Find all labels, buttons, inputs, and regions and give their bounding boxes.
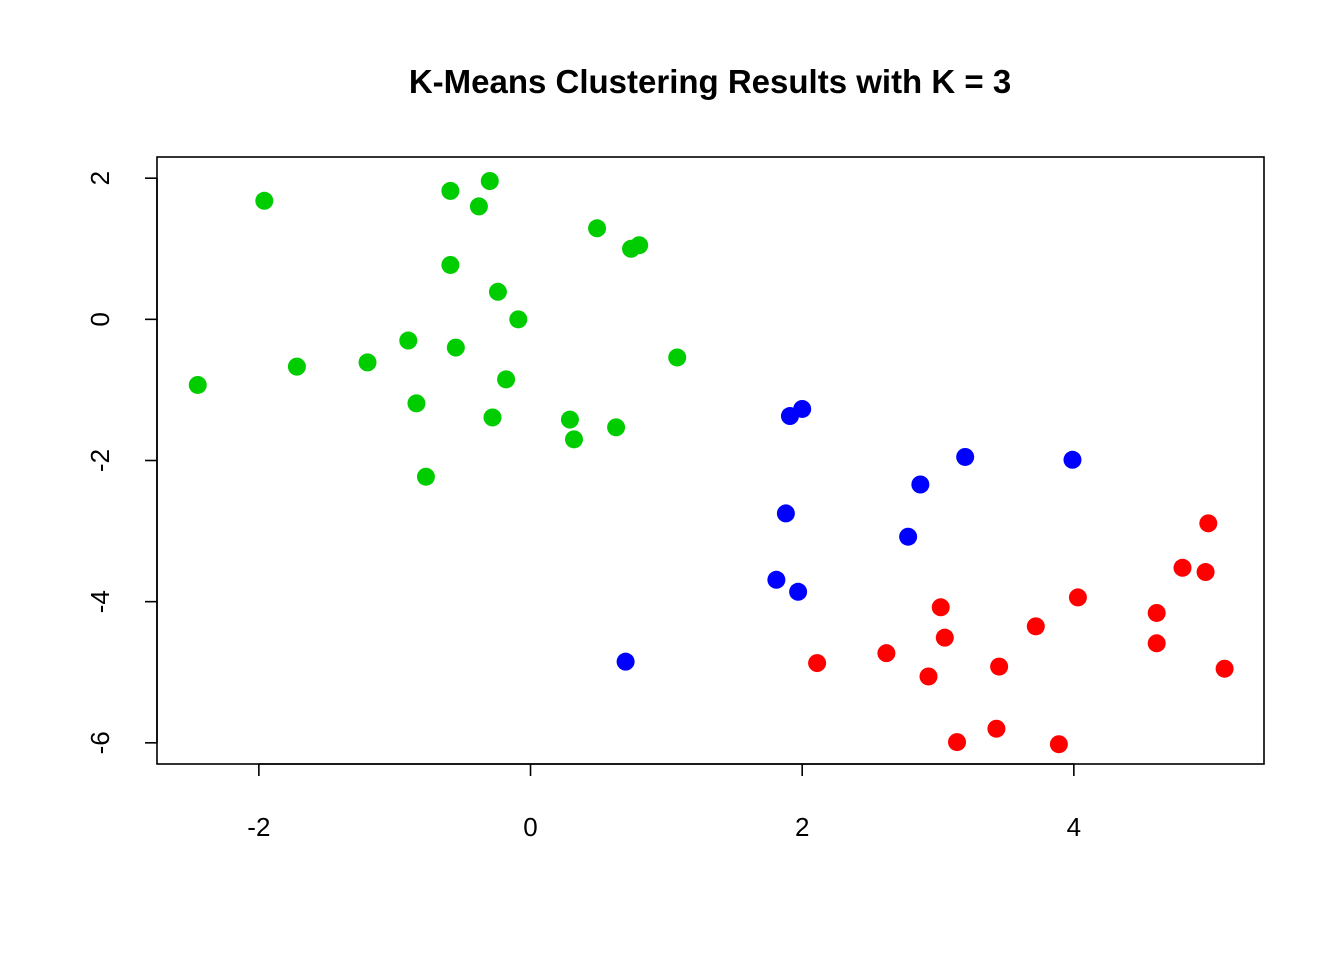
data-point-cluster-3 [877,644,896,663]
data-point-cluster-1 [358,353,377,372]
x-tick-label: -2 [247,812,270,842]
y-tick-label: -6 [85,731,115,754]
data-point-cluster-2 [956,447,975,466]
data-point-cluster-1 [255,191,274,210]
data-point-cluster-1 [630,236,649,255]
data-point-cluster-3 [990,657,1009,676]
data-point-cluster-1 [441,181,460,200]
data-points [188,171,1234,754]
data-point-cluster-3 [919,667,938,686]
data-point-cluster-2 [789,582,808,601]
data-point-cluster-1 [469,197,488,216]
data-point-cluster-1 [287,357,306,376]
data-point-cluster-2 [776,504,795,523]
y-tick-label: -4 [85,590,115,613]
chart-title: K-Means Clustering Results with K = 3 [409,63,1011,100]
data-point-cluster-2 [793,399,812,418]
data-point-cluster-2 [1063,450,1082,469]
data-point-cluster-3 [1147,634,1166,653]
data-point-cluster-1 [588,219,607,238]
data-point-cluster-3 [1173,558,1192,577]
data-point-cluster-1 [560,410,579,429]
x-tick-label: 0 [523,812,537,842]
data-point-cluster-3 [1199,514,1218,533]
data-point-cluster-2 [616,652,635,671]
data-point-cluster-3 [1049,735,1068,754]
data-point-cluster-3 [808,654,827,673]
x-axis: -2 0 2 4 [247,763,1081,842]
plot-frame [156,156,1265,765]
x-tick-label: 4 [1067,812,1081,842]
y-tick-label: -2 [85,449,115,472]
y-tick-label: 0 [85,312,115,326]
data-point-cluster-1 [483,408,502,427]
data-point-cluster-1 [607,418,626,437]
data-point-cluster-1 [416,467,435,486]
y-axis: -6 -4 -2 0 2 [85,171,158,754]
data-point-cluster-3 [1068,588,1087,607]
data-point-cluster-1 [480,171,499,190]
data-point-cluster-1 [564,430,583,449]
data-point-cluster-3 [948,733,967,752]
data-point-cluster-1 [441,255,460,274]
data-point-cluster-3 [1215,659,1234,678]
data-point-cluster-1 [407,394,426,413]
data-point-cluster-1 [188,375,207,394]
data-point-cluster-1 [399,331,418,350]
data-point-cluster-1 [446,338,465,357]
data-point-cluster-1 [497,370,516,389]
data-point-cluster-3 [1196,563,1215,582]
x-tick-label: 2 [795,812,809,842]
data-point-cluster-1 [488,282,507,301]
data-point-cluster-2 [767,570,786,589]
data-point-cluster-3 [931,598,950,617]
data-point-cluster-3 [1026,617,1045,636]
data-point-cluster-3 [987,719,1006,738]
data-point-cluster-3 [935,628,954,647]
data-point-cluster-2 [899,527,918,546]
data-point-cluster-1 [668,348,687,367]
data-point-cluster-1 [509,310,528,329]
data-point-cluster-3 [1147,603,1166,622]
y-tick-label: 2 [85,171,115,185]
data-point-cluster-2 [911,475,930,494]
